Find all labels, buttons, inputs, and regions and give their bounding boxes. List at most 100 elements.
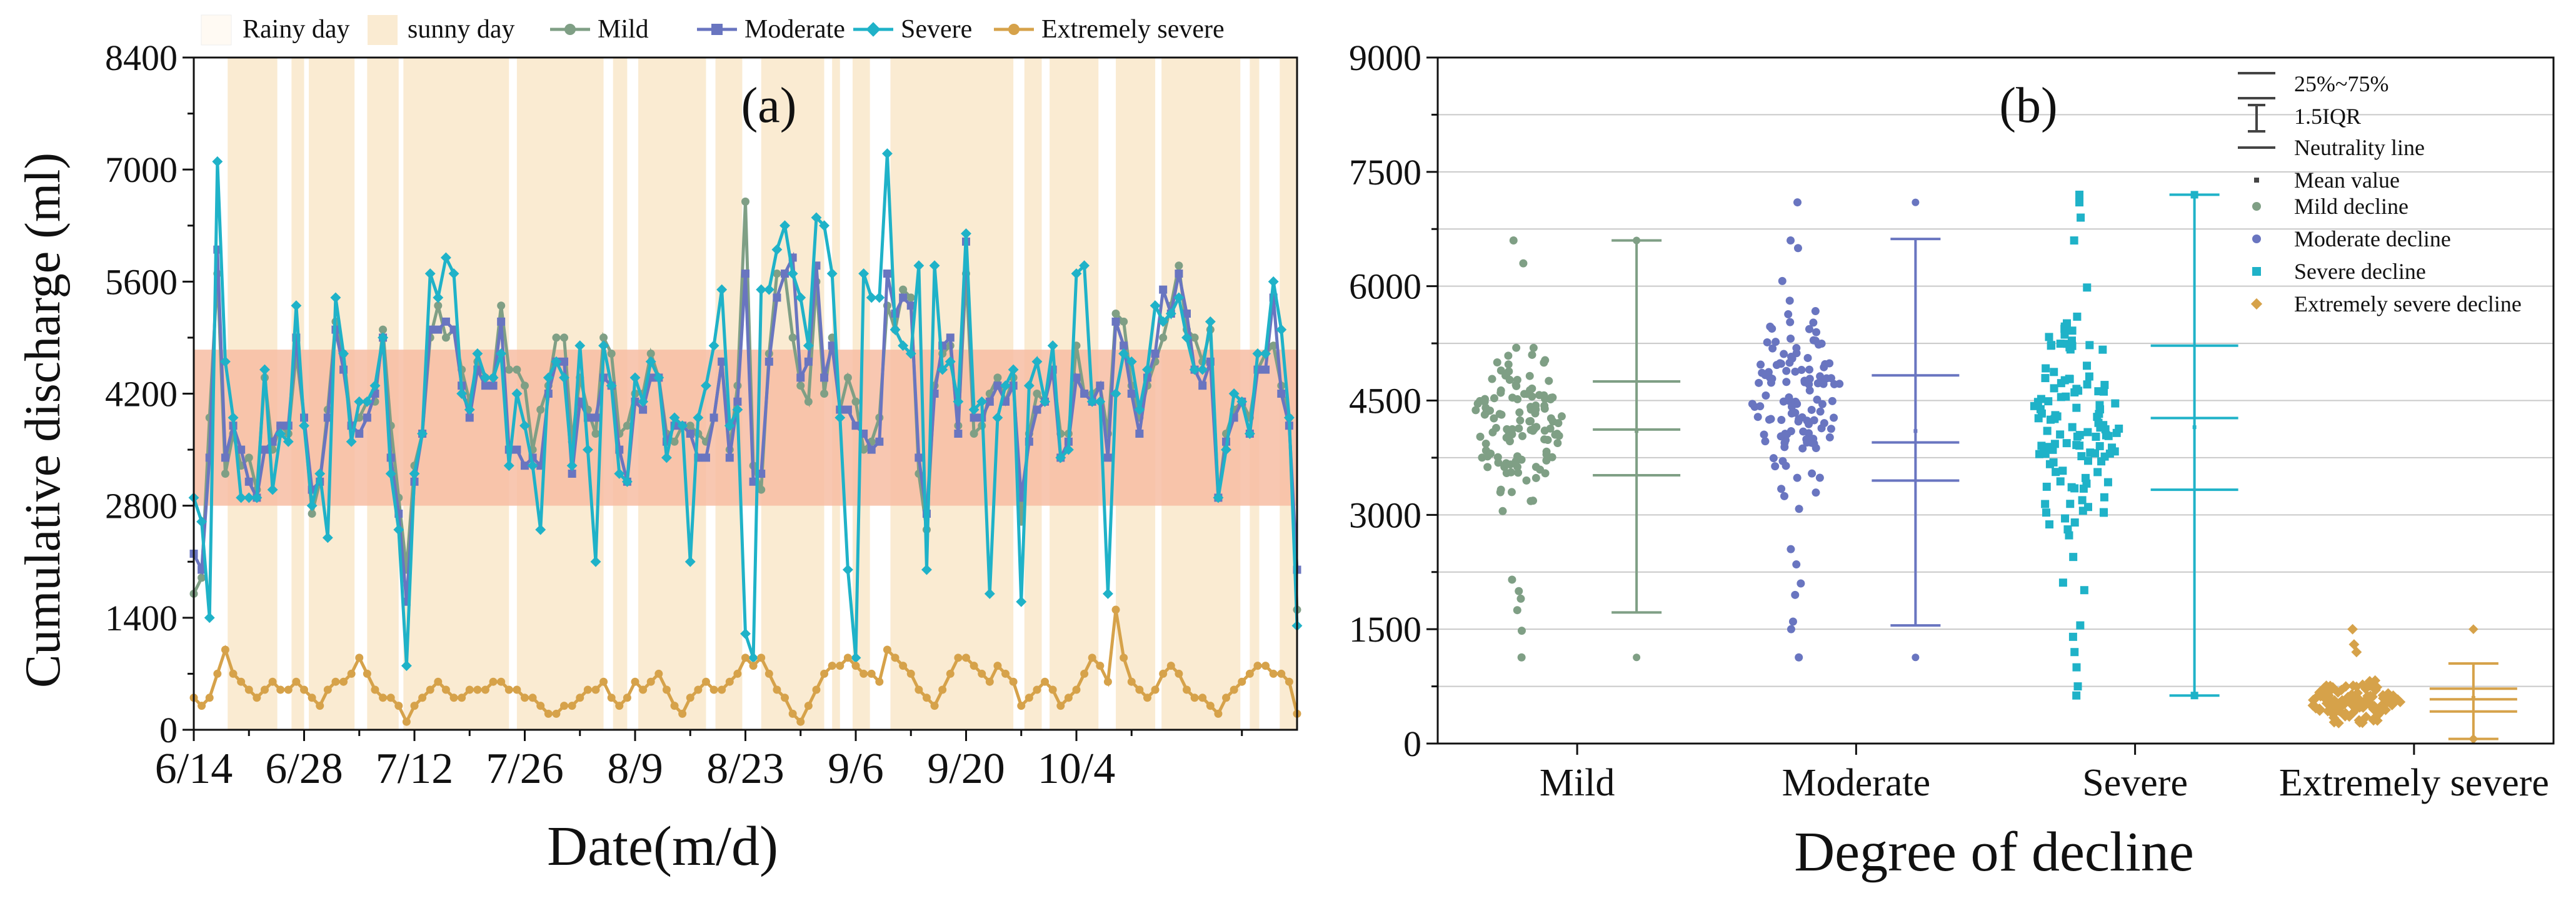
swarm-point <box>1517 653 1526 662</box>
data-point <box>322 532 333 543</box>
data-point <box>598 340 609 351</box>
swarm-point <box>1757 360 1765 369</box>
data-point <box>906 669 915 678</box>
swarm-point <box>1531 473 1540 482</box>
swarm-point <box>1756 402 1765 411</box>
swarm-point <box>1483 463 1492 472</box>
data-point <box>1276 324 1287 335</box>
data-point <box>1126 356 1137 367</box>
data-point <box>804 397 813 406</box>
data-point <box>850 652 861 663</box>
data-point <box>890 324 901 335</box>
data-point <box>749 662 758 670</box>
swarm-point <box>1782 366 1791 375</box>
legend-label: Severe <box>901 15 972 44</box>
swarm-point <box>1509 236 1518 245</box>
swarm-point <box>1531 405 1540 414</box>
swarm-point <box>1546 414 1555 423</box>
legend-iqr-label: 25%~75% <box>2294 71 2388 96</box>
data-point <box>511 388 523 399</box>
data-point <box>701 677 710 686</box>
data-point <box>716 284 728 295</box>
data-point <box>1228 388 1240 399</box>
y-tick-label-a: 5600 <box>105 261 178 302</box>
swarm-point <box>2328 717 2340 728</box>
swarm-point <box>2037 409 2046 418</box>
legend-label-b: Severe decline <box>2294 259 2426 284</box>
data-point <box>243 492 254 503</box>
data-point <box>606 380 617 391</box>
data-point <box>1000 380 1011 391</box>
swarm-point <box>2050 384 2058 393</box>
legend-entry-mild: Mild <box>550 15 649 44</box>
swarm-point <box>1761 437 1770 446</box>
data-point <box>1127 677 1136 686</box>
swarm-point <box>1753 413 1762 421</box>
data-point <box>1277 669 1286 678</box>
x-tick-label-a: 7/26 <box>486 745 563 793</box>
legend-label: Moderate <box>744 15 845 44</box>
data-point <box>929 260 940 271</box>
data-point <box>481 685 489 694</box>
legend-entry-moderate: Moderate <box>697 15 845 44</box>
data-point <box>1269 669 1278 678</box>
swarm-point <box>1768 325 1777 333</box>
swarm-point <box>2073 312 2082 321</box>
swarm-point <box>2347 623 2358 635</box>
swarm-point <box>1505 375 1514 384</box>
data-point <box>552 333 561 342</box>
swarm-point <box>2388 690 2398 701</box>
swarm-point <box>2075 198 2084 207</box>
data-point <box>1111 605 1120 614</box>
swarm-point <box>2072 691 2081 700</box>
data-point <box>962 653 970 662</box>
swarm-point <box>1540 404 1549 413</box>
swarm-point <box>1517 627 1526 635</box>
data-point <box>1236 396 1248 407</box>
data-point <box>244 453 253 462</box>
data-point <box>968 404 980 415</box>
swarm-point <box>1506 468 1515 477</box>
swarm-point <box>2041 374 2050 383</box>
legend-entry-b: Moderate decline <box>2252 226 2451 251</box>
data-point <box>1151 685 1160 694</box>
data-point <box>521 694 529 702</box>
data-point <box>196 516 208 527</box>
data-point <box>1033 405 1041 414</box>
data-point <box>1283 412 1295 423</box>
data-point <box>1183 685 1191 694</box>
data-point <box>198 565 206 574</box>
data-point <box>361 396 373 407</box>
data-point <box>1120 653 1128 662</box>
data-point <box>480 372 491 383</box>
data-point <box>718 357 726 366</box>
legend-whisker-label: 1.5IQR <box>2294 104 2361 129</box>
swarm-point <box>2083 283 2092 292</box>
data-point <box>1198 381 1207 390</box>
swarm-point <box>1818 400 1827 408</box>
data-point <box>1151 350 1160 358</box>
data-point <box>472 348 483 359</box>
data-point <box>521 462 529 470</box>
y-tick-label-b: 3000 <box>1349 495 1421 535</box>
swarm-point <box>1490 414 1498 423</box>
swarm-point <box>1778 276 1787 285</box>
swarm-point <box>2321 695 2332 705</box>
swarm-point <box>1508 575 1516 584</box>
swarm-point <box>2070 648 2079 657</box>
swarm-point <box>1548 393 1557 402</box>
max-point <box>2468 624 2478 634</box>
swarm-point <box>1780 350 1788 358</box>
swarm-point <box>2045 333 2053 341</box>
data-point <box>236 492 247 503</box>
swarm-point <box>1827 374 1835 383</box>
swarm-point <box>1815 473 1824 482</box>
swarm-point <box>2347 680 2358 692</box>
data-point <box>591 429 600 438</box>
data-point <box>1040 396 1051 407</box>
y-tick-label-a: 2800 <box>105 486 178 527</box>
swarm-point <box>1797 579 1805 588</box>
swarm-point <box>1529 497 1538 505</box>
data-point <box>828 341 836 350</box>
legend-marker-b <box>2252 235 2261 243</box>
